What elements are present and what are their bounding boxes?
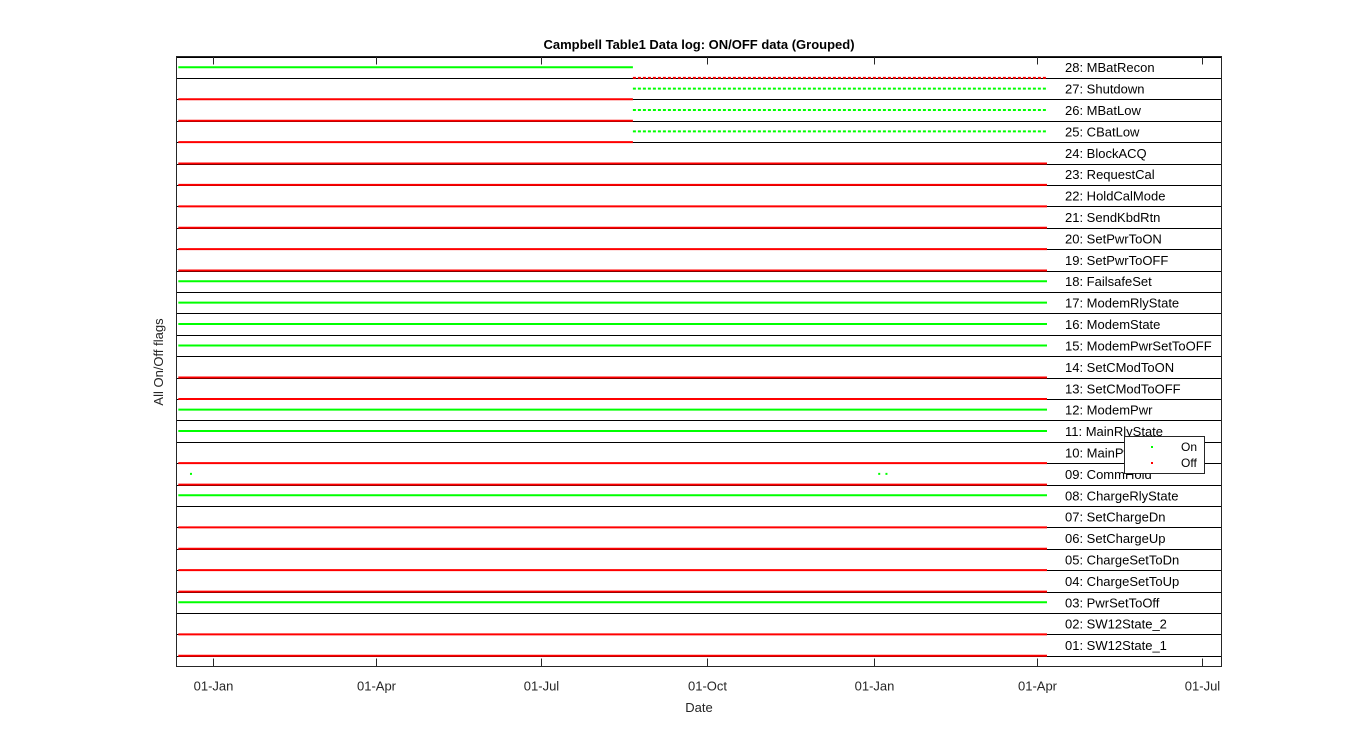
flag-label-22: 22: HoldCalMode	[1065, 189, 1165, 204]
flag-label-21: 21: SendKbdRtn	[1065, 210, 1160, 225]
x-tick-label-3: 01-Oct	[688, 679, 727, 694]
flag-label-26: 26: MBatLow	[1065, 103, 1141, 118]
flag-label-6: 06: SetChargeUp	[1065, 531, 1165, 546]
flag-label-18: 18: FailsafeSet	[1065, 274, 1152, 289]
flag-label-23: 23: RequestCal	[1065, 167, 1155, 182]
plot-area-frame	[176, 56, 1222, 667]
flag-label-24: 24: BlockACQ	[1065, 146, 1147, 161]
flag-label-14: 14: SetCModToON	[1065, 360, 1174, 375]
flag-label-4: 04: ChargeSetToUp	[1065, 574, 1179, 589]
legend-marker-off	[1151, 462, 1153, 464]
flag-label-7: 07: SetChargeDn	[1065, 510, 1165, 525]
x-axis-ticks: 01-Jan 01-Apr 01-Jul 01-Oct 01-Jan 01-Apr 01-J…	[194, 56, 1221, 694]
flag-label-5: 05: ChargeSetToDn	[1065, 552, 1179, 567]
x-axis-label: Date	[685, 700, 712, 715]
flag-label-1: 01: SW12State_1	[1065, 638, 1167, 653]
legend-box	[1124, 436, 1205, 474]
flag-label-8: 08: ChargeRlyState	[1065, 488, 1178, 503]
x-tick-label-5: 01-Apr	[1018, 679, 1058, 694]
flag-label-10: 10: MainPwr	[1065, 445, 1138, 460]
flag-label-20: 20: SetPwrToON	[1065, 231, 1162, 246]
legend-marker-on	[1151, 446, 1153, 448]
x-tick-label-1: 01-Apr	[357, 679, 397, 694]
flag-label-17: 17: ModemRlyState	[1065, 296, 1179, 311]
flag-label-13: 13: SetCModToOFF	[1065, 381, 1181, 396]
flag-label-2: 02: SW12State_2	[1065, 617, 1167, 632]
flag-label-25: 25: CBatLow	[1065, 124, 1140, 139]
on-point-flag-9	[189, 472, 192, 475]
flag-label-12: 12: ModemPwr	[1065, 403, 1153, 418]
x-tick-label-2: 01-Jul	[524, 679, 560, 694]
flag-label-3: 03: PwrSetToOff	[1065, 595, 1160, 610]
series-off	[178, 76, 1047, 657]
series-on	[178, 66, 1047, 604]
on-point-flag-9	[878, 472, 881, 475]
y-axis-label: All On/Off flags	[151, 318, 166, 406]
legend: On Off	[1124, 436, 1205, 474]
flag-labels: 01: SW12State_1 02: SW12State_2 03: PwrSet…	[1065, 60, 1212, 653]
chart-title: Campbell Table1 Data log: ON/OFF data (G…	[543, 37, 854, 52]
x-tick-label-0: 01-Jan	[194, 679, 234, 694]
flag-label-11: 11: MainRlyState	[1065, 424, 1163, 439]
x-tick-label-6: 01-Jul	[1185, 679, 1221, 694]
legend-label-on: On	[1181, 440, 1197, 454]
flag-label-16: 16: ModemState	[1065, 317, 1160, 332]
flag-label-19: 19: SetPwrToOFF	[1065, 253, 1168, 268]
flag-label-28: 28: MBatRecon	[1065, 60, 1155, 75]
flag-label-27: 27: Shutdown	[1065, 82, 1145, 97]
x-tick-label-4: 01-Jan	[855, 679, 895, 694]
on-point-flag-9	[885, 472, 888, 475]
legend-label-off: Off	[1181, 456, 1197, 470]
flag-label-15: 15: ModemPwrSetToOFF	[1065, 338, 1212, 353]
